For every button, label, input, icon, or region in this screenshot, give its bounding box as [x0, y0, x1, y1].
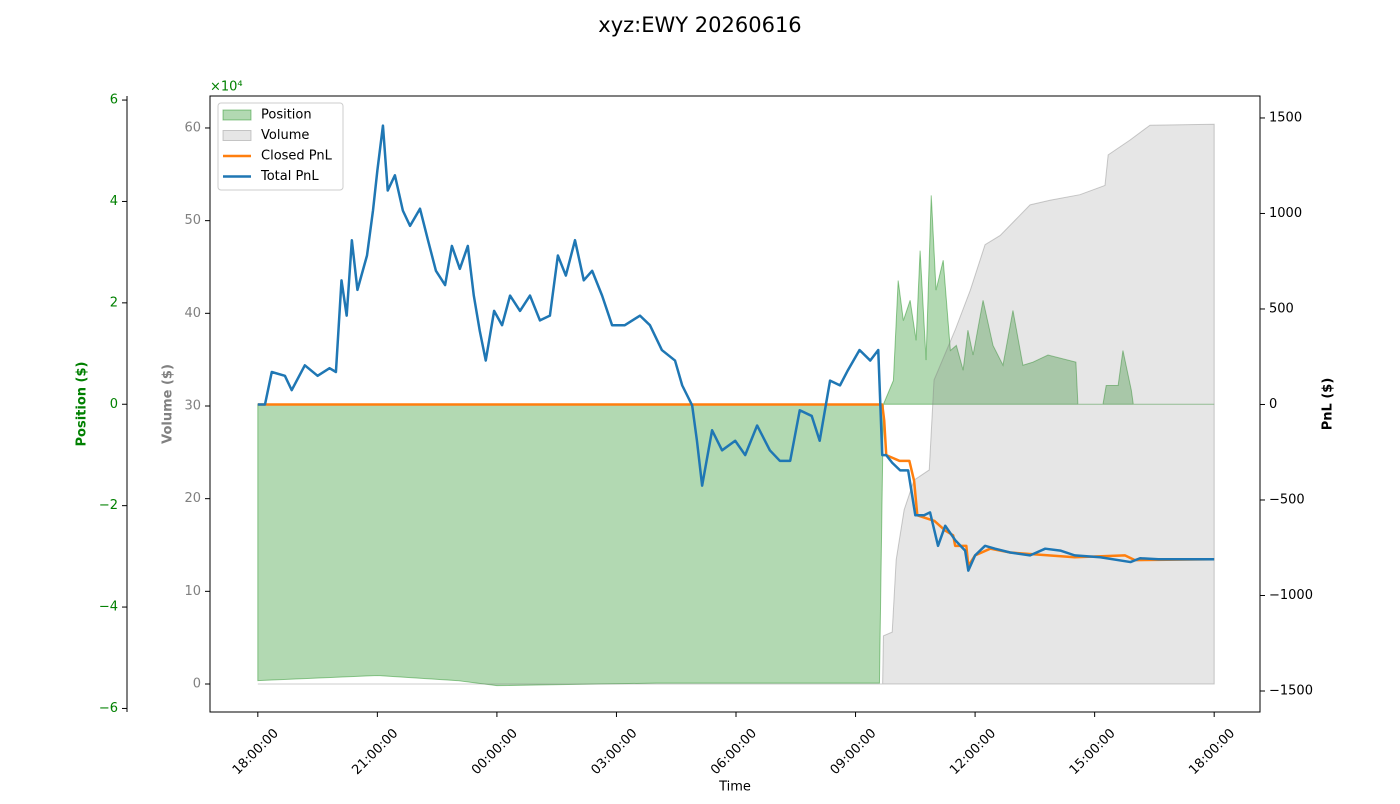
y-tick-label: 500 — [1269, 301, 1294, 316]
x-tick-label: 00:00:00 — [469, 726, 521, 778]
legend-swatch — [222, 109, 252, 121]
y-tick-label: 0 — [110, 397, 118, 412]
y-axis-label: Position ($) — [75, 362, 90, 447]
legend: Position Volume Closed PnL Total PnL — [217, 102, 344, 191]
offset-label: ×10⁴ — [210, 80, 243, 95]
y-tick-label: 30 — [184, 398, 201, 413]
line — [257, 124, 1215, 572]
x-tick-label: 18:00:00 — [1186, 726, 1238, 778]
y-axis-label: Volume ($) — [161, 364, 176, 444]
plot-area — [257, 123, 1215, 687]
x-tick-label: 06:00:00 — [708, 726, 760, 778]
legend-label: Total PnL — [260, 169, 319, 184]
x-tick-label: 18:00:00 — [230, 726, 282, 778]
x-axis-label: Time — [718, 780, 751, 795]
area — [257, 123, 1215, 685]
x-tick-label: 12:00:00 — [947, 726, 999, 778]
y-tick-label: −4 — [99, 600, 118, 615]
y-tick-label: 20 — [184, 491, 201, 506]
y-tick-label: 60 — [184, 120, 201, 135]
x-tick-label: 15:00:00 — [1067, 726, 1119, 778]
y-tick-label: 50 — [184, 213, 201, 228]
x-tick-label: 21:00:00 — [349, 726, 401, 778]
legend-box — [217, 102, 344, 191]
y-axis-label: PnL ($) — [1321, 378, 1336, 431]
y-tick-label: 2 — [110, 295, 118, 310]
y-tick-label: −500 — [1269, 492, 1305, 507]
x-tick-label: 09:00:00 — [828, 726, 880, 778]
y-tick-label: 6 — [110, 93, 118, 108]
legend-label: Position — [261, 108, 312, 123]
y-tick-label: −1000 — [1269, 588, 1313, 603]
y-tick-label: 1500 — [1269, 110, 1302, 125]
y-tick-label: 0 — [1269, 397, 1277, 412]
y-tick-label: −6 — [99, 701, 118, 716]
y-tick-label: −2 — [99, 498, 118, 513]
y-tick-label: 40 — [184, 306, 201, 321]
y-tick-label: −1500 — [1269, 683, 1313, 698]
y-tick-label: 1000 — [1269, 206, 1302, 221]
legend-label: Volume — [261, 128, 309, 143]
legend-swatch — [222, 130, 252, 141]
legend-label: Closed PnL — [261, 149, 333, 164]
x-tick-label: 03:00:00 — [589, 726, 641, 778]
y-tick-label: 10 — [184, 584, 201, 599]
y-tick-label: 4 — [110, 194, 118, 209]
chart-title: xyz:EWY 20260616 — [598, 13, 801, 37]
y-tick-label: 0 — [193, 677, 201, 692]
